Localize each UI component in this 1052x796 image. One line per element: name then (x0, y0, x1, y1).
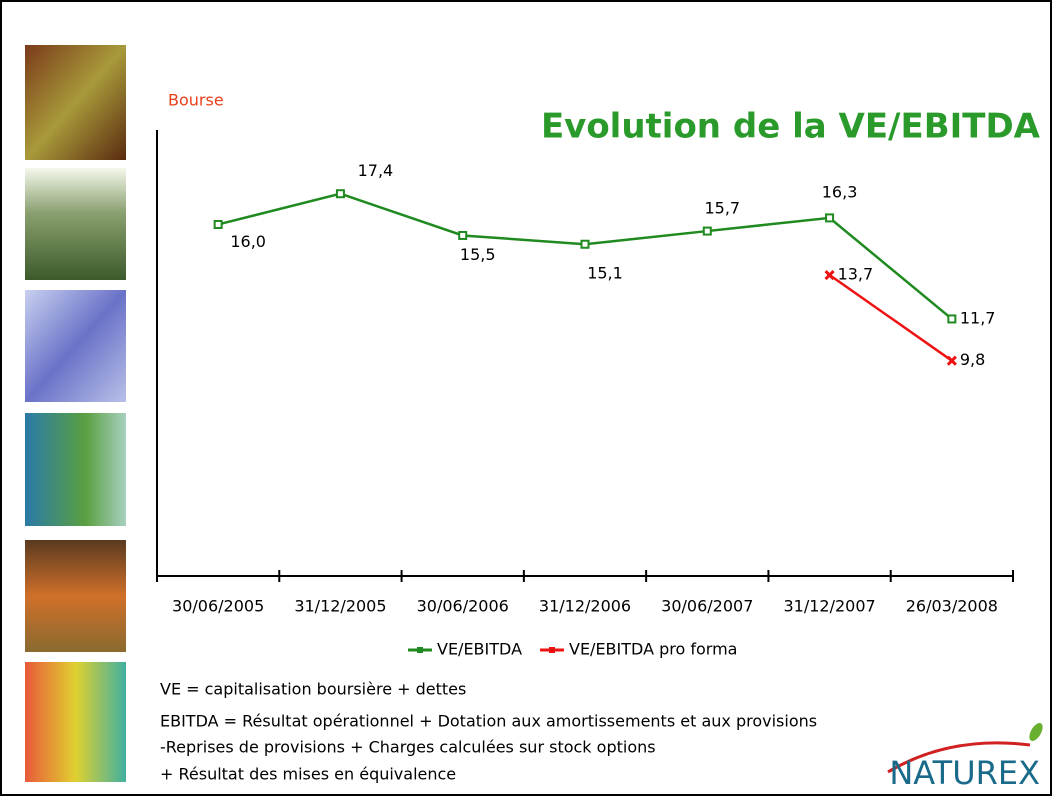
x-tick-label: 31/12/2007 (783, 597, 875, 616)
series-line (217, 192, 953, 320)
photo (25, 413, 126, 526)
point (580, 239, 590, 249)
logo-leaf (1029, 722, 1043, 742)
x-tick-label: 30/06/2007 (661, 597, 753, 616)
point (825, 213, 835, 223)
photo (25, 662, 126, 782)
legend-marker (417, 647, 423, 653)
data-label: 15,1 (587, 264, 623, 283)
point (213, 219, 223, 229)
data-label: 11,7 (960, 308, 996, 327)
photo (25, 290, 126, 402)
note: + Résultat des mises en équivalence (160, 765, 456, 784)
point (824, 269, 835, 281)
series-line (828, 273, 953, 362)
legend-label: VE/EBITDA pro forma (569, 640, 737, 659)
x-tick-label: 31/12/2005 (294, 597, 386, 616)
photo (25, 540, 126, 652)
note: EBITDA = Résultat opérationnel + Dotatio… (160, 712, 817, 731)
data-label: 13,7 (838, 265, 874, 284)
logo-swoosh (887, 741, 1031, 774)
legend-label: VE/EBITDA (437, 640, 522, 659)
data-label: 9,8 (960, 350, 985, 369)
point (702, 226, 712, 236)
point (458, 230, 468, 240)
logo: NATUREX (889, 754, 1040, 792)
data-label: 15,7 (704, 199, 740, 218)
legend-marker (549, 647, 555, 653)
x-tick-label: 26/03/2008 (906, 597, 998, 616)
photo (25, 45, 126, 160)
data-label: 16,0 (230, 232, 266, 251)
point (335, 189, 345, 199)
x-tick-label: 30/06/2005 (172, 597, 264, 616)
data-label: 15,5 (460, 245, 496, 264)
note: VE = capitalisation boursière + dettes (160, 680, 466, 699)
x-tick-label: 30/06/2006 (417, 597, 509, 616)
data-label: 17,4 (358, 161, 394, 180)
point (946, 355, 957, 366)
chart-title: Evolution de la VE/EBITDA (541, 107, 1041, 147)
x-tick-label: 31/12/2006 (539, 597, 631, 616)
point (947, 314, 957, 324)
section-label: Bourse (168, 91, 224, 110)
data-label: 16,3 (822, 182, 858, 201)
note: -Reprises de provisions + Charges calcul… (160, 738, 656, 757)
photo (25, 168, 126, 280)
